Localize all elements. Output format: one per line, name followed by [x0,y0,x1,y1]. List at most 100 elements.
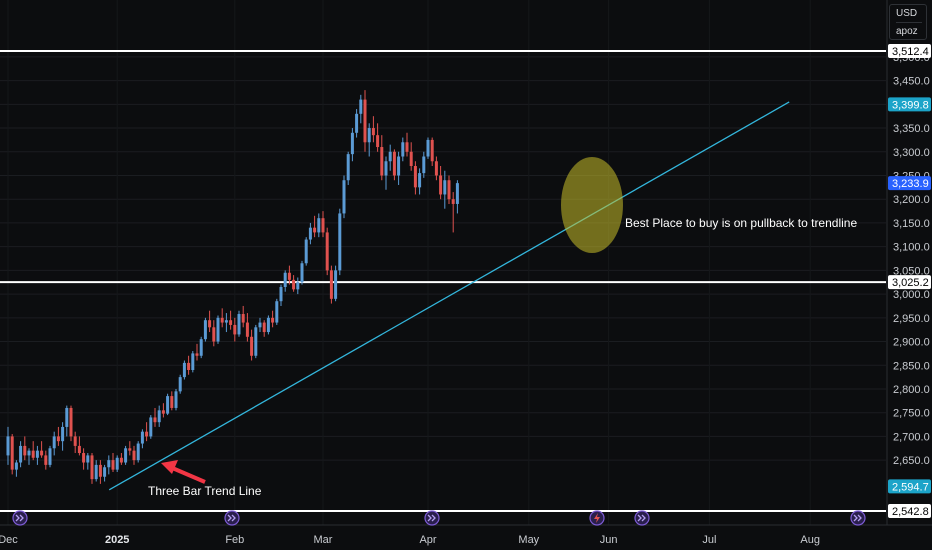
candles [6,90,459,484]
candle-up [346,151,350,185]
candle-down [392,149,396,181]
event-icons[interactable] [12,510,866,526]
price-badge-bg [888,176,931,191]
candle-down [292,275,296,292]
price-badge-label: 3,399.8 [892,99,929,111]
candle-up [27,448,31,465]
trendline-annotation[interactable]: Three Bar Trend Line [148,484,262,498]
candle-body [128,448,132,451]
candle-down [413,161,417,195]
pullback-ellipse[interactable] [561,157,623,253]
candle-down [153,407,157,427]
candle-up [65,405,69,437]
candle-down [271,310,275,328]
candle-up [157,405,161,427]
trendline-arrow[interactable] [161,460,206,484]
trendline[interactable] [108,101,790,491]
price-tick-label: 3,300.0 [893,147,930,159]
candle-body [35,450,39,458]
candle-body [275,301,279,323]
price-badge-label: 3,025.2 [892,277,929,289]
candle-down [111,453,115,473]
candle-body [94,464,98,480]
candle-up [178,374,182,394]
candle-down [90,453,94,484]
price-badge-label: 2,594.7 [892,481,929,493]
candle-body [418,173,422,188]
forward-icon[interactable] [12,510,28,526]
candle-up [149,415,153,439]
candle-down [44,450,48,470]
candle-body [229,320,233,325]
price-badge-label: 3,233.9 [892,178,929,190]
forward-icon[interactable] [634,510,650,526]
price-tick-label: 3,150.0 [893,218,930,230]
candle-up [258,317,262,333]
candle-down [220,308,224,328]
candle-up [61,422,65,451]
candle-up [304,237,308,266]
price-badge-level: 3,025.2 [888,275,931,290]
candle-body [384,161,388,176]
forward-icon[interactable] [424,510,440,526]
candle-up [174,388,178,411]
candle-up [6,426,10,465]
candle-body [73,436,77,446]
candle-body [409,151,413,166]
price-tick-label: 3,000.0 [893,289,930,301]
candle-up [300,260,304,285]
candle-body [422,156,426,174]
candle-body [136,443,140,461]
candle-up [107,455,111,475]
candle-up [334,265,338,302]
candle-body [195,353,199,356]
candle-up [355,109,359,138]
pullback-annotation[interactable]: Best Place to buy is on pullback to tren… [625,216,857,230]
candle-body [321,218,325,233]
candle-body [447,180,451,200]
lightning-icon[interactable] [589,510,605,526]
chevron-glyph [637,514,642,522]
price-axis[interactable]: 2,650.0 2,700.0 2,750.0 2,800.0 2,850.0 2,900… [886,0,932,525]
price-tick-label: 2,950.0 [893,313,930,325]
price-badge-bg [888,97,931,112]
candle-down [40,441,44,458]
candle-down [73,431,77,454]
time-axis[interactable]: Dec 2025 Feb Mar Apr May Jun Jul Aug [0,524,932,550]
user-label: apoz [896,26,918,37]
candle-body [338,213,342,271]
price-tick-label: 2,650.0 [893,455,930,467]
horizontal-levels[interactable] [0,50,886,512]
forward-icon[interactable] [224,510,240,526]
candle-body [44,455,48,465]
candle-body [203,320,207,340]
candle-down [371,116,375,143]
chevron-glyph [431,514,436,522]
candle-body [19,445,23,463]
candle-body [170,396,174,408]
candle-body [287,272,291,280]
candle-body [124,448,128,463]
candle-body [434,161,438,176]
candle-body [329,270,333,299]
forward-icon[interactable] [850,510,866,526]
lightning-glyph [594,513,600,523]
candle-down [434,156,438,181]
candle-down [430,137,434,166]
event-icon-circle [424,510,440,526]
trendline-group[interactable] [108,101,790,491]
candle-down [409,142,413,171]
candle-body [31,450,35,458]
candle-down [69,405,73,442]
currency-unit-box[interactable]: USD apoz [889,4,927,40]
candle-body [212,327,216,342]
price-tick-label: 2,900.0 [893,337,930,349]
candle-up [359,94,363,124]
candle-body [346,154,350,181]
candle-body [161,410,165,414]
divider [896,22,922,23]
candle-up [19,441,23,468]
candle-up [216,315,220,344]
candle-body [371,128,375,136]
